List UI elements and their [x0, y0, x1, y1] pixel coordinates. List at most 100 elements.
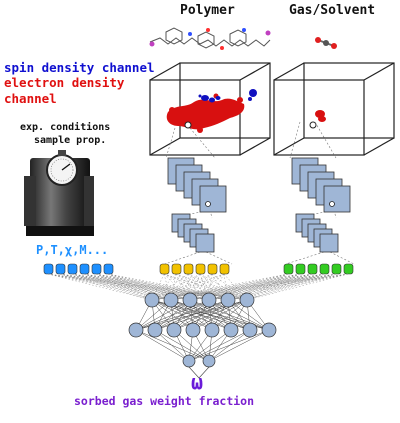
- input-edge: [107, 273, 191, 301]
- polymer-density-cube: [149, 62, 271, 156]
- input-edge: [47, 273, 229, 301]
- gas-molecule-icon: [315, 37, 337, 49]
- network-node: [204, 322, 220, 338]
- input-edge: [170, 273, 325, 301]
- network-node: [166, 322, 182, 338]
- param-node: [103, 263, 114, 275]
- input-edge: [151, 273, 325, 301]
- polymer-feature-node: [219, 263, 230, 275]
- gas-feature-node: [331, 263, 342, 275]
- input-edge: [208, 273, 337, 301]
- output-node: [202, 354, 216, 368]
- input-edge: [71, 273, 153, 301]
- hidden-edge: [192, 299, 248, 331]
- omega-symbol: ω: [191, 370, 204, 394]
- input-edge: [151, 273, 313, 301]
- gas-feature-node: [319, 263, 330, 275]
- input-edge: [163, 273, 248, 301]
- sample-prop-label: sample prop.: [34, 135, 107, 146]
- input-edge: [170, 273, 225, 301]
- input-edge: [208, 273, 349, 301]
- conv-marker: [205, 201, 211, 207]
- input-edge: [189, 273, 349, 301]
- conv-marker: [329, 201, 335, 207]
- input-edge: [246, 273, 337, 301]
- network-node: [242, 322, 258, 338]
- hidden-edge: [135, 299, 191, 331]
- electron-density-label-line1: electron density: [4, 75, 125, 90]
- output-edge: [198, 366, 210, 379]
- output-node: [182, 354, 196, 368]
- gas-feature-node: [343, 263, 354, 275]
- input-edge: [83, 273, 153, 301]
- spin-density-label: spin density channel: [4, 60, 155, 75]
- hidden-edge: [173, 329, 210, 362]
- input-edge: [227, 273, 325, 301]
- network-nodes: [128, 292, 277, 368]
- input-edge: [151, 273, 337, 301]
- pressure-gauge-icon: [24, 150, 94, 236]
- conv-layer-2-polymer: [195, 233, 215, 253]
- gas-electron-density: [309, 110, 326, 129]
- gas-feature-node: [307, 263, 318, 275]
- conv-layer-2-gas: [319, 233, 339, 253]
- hidden-edge: [135, 299, 172, 331]
- input-edge: [227, 273, 301, 301]
- gas-density-cube: [273, 62, 395, 156]
- network-node: [128, 322, 144, 338]
- input-edge: [227, 273, 337, 301]
- hidden-edge: [135, 329, 190, 362]
- polymer-feature-node: [183, 263, 194, 275]
- electron-density-label-line2: channel: [4, 91, 57, 106]
- gas-solvent-header: Gas/Solvent: [289, 3, 376, 18]
- input-edge: [47, 273, 210, 301]
- hidden-edge: [188, 329, 251, 362]
- polymer-feature-node: [195, 263, 206, 275]
- polymer-feature-node: [159, 263, 170, 275]
- input-edge: [71, 273, 191, 301]
- input-edge: [95, 273, 172, 301]
- input-edge: [246, 273, 313, 301]
- input-edge: [151, 273, 213, 301]
- gas-feature-node: [295, 263, 306, 275]
- input-edge: [151, 273, 165, 301]
- hidden-edge: [154, 329, 210, 362]
- network-node: [182, 292, 198, 308]
- input-edge: [246, 273, 289, 301]
- input-edge: [151, 273, 189, 301]
- conv-stacks: [167, 157, 351, 253]
- input-edge: [107, 273, 248, 301]
- param-node: [43, 263, 54, 275]
- param-node: [67, 263, 78, 275]
- input-edge: [163, 273, 229, 301]
- conv-layer-1-polymer: [199, 185, 227, 213]
- input-edge: [227, 273, 313, 301]
- param-node: [79, 263, 90, 275]
- input-edge: [59, 273, 229, 301]
- polymer-header: Polymer: [180, 3, 235, 18]
- network-node: [239, 292, 255, 308]
- conv-layer-1-gas: [323, 185, 351, 213]
- polymer-feature-node: [171, 263, 182, 275]
- input-edge: [151, 273, 301, 301]
- input-edge: [107, 273, 172, 301]
- hidden-edge: [188, 329, 270, 362]
- network-node: [220, 292, 236, 308]
- input-edge: [47, 273, 153, 301]
- hidden-edge: [173, 299, 248, 331]
- network-node: [147, 322, 163, 338]
- input-edge: [246, 273, 301, 301]
- input-edge: [83, 273, 248, 301]
- exp-conditions-label: exp. conditions: [20, 122, 111, 133]
- parameters-label: P,T,χ,M...: [36, 243, 109, 257]
- param-node: [91, 263, 102, 275]
- input-edge: [189, 273, 201, 301]
- input-edge: [170, 273, 213, 301]
- hidden-edge: [188, 329, 232, 362]
- hidden-edge: [135, 329, 210, 362]
- network-node: [144, 292, 160, 308]
- output-edge: [188, 366, 200, 379]
- hidden-edge: [154, 329, 190, 362]
- polymer-spin-density: [198, 89, 257, 103]
